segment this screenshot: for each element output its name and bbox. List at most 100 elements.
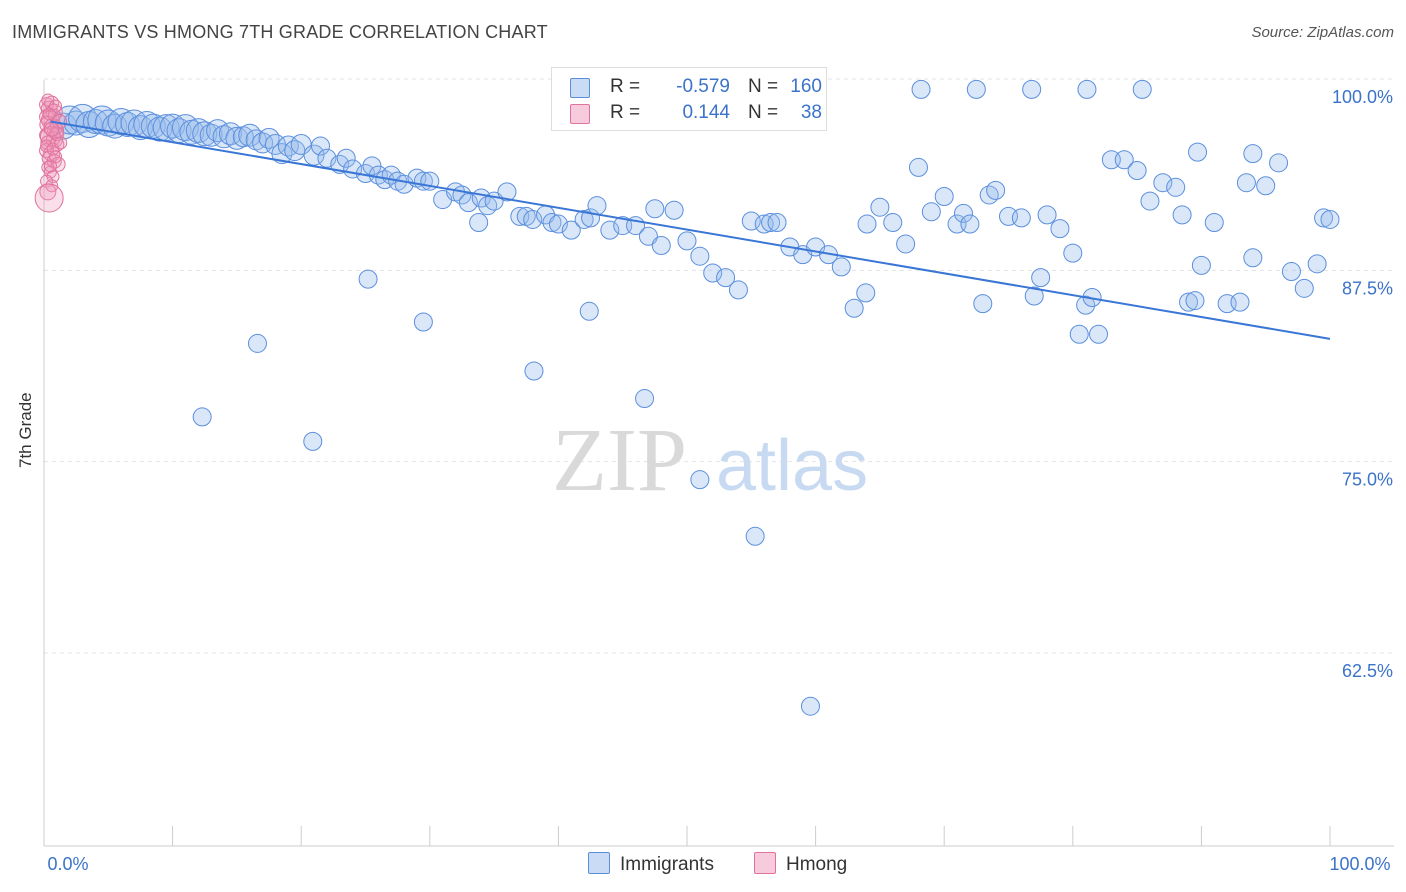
data-point-immigrants [857,214,877,234]
data-point-hmong [34,183,64,213]
legend-immigrants-swatch [588,852,610,874]
data-point-immigrants [690,470,710,490]
hmong-points [34,93,68,213]
data-point-immigrants [1320,209,1340,229]
axes [43,80,1394,847]
data-point-immigrants [574,209,594,229]
source-label: Source: ZipAtlas.com [1251,24,1394,41]
data-point-immigrants [703,263,723,283]
data-point-immigrants [469,213,489,233]
data-point-immigrants [310,136,330,156]
n-value: 160 [790,76,822,97]
data-point-immigrants [883,213,903,233]
data-point-immigrants [690,246,710,266]
data-point-immigrants [1127,160,1147,180]
data-point-immigrants [600,220,620,240]
gridlines [44,78,1394,654]
data-point-immigrants [1191,255,1211,275]
data-point-immigrants [741,211,761,231]
n-label: N = [748,102,779,123]
data-point-immigrants [1294,278,1314,298]
watermark-zip: ZIP [552,411,687,510]
data-point-immigrants [1114,150,1134,170]
stats-row-immigrants: R = -0.579 N = 160 [570,76,822,100]
data-point-hmong [40,139,54,153]
data-point-immigrants [921,202,941,222]
data-point-immigrants [358,269,378,289]
data-point-immigrants [1166,177,1186,197]
trend-line [50,120,1331,340]
y-tick-label: 87.5% [1342,278,1393,298]
data-point-hmong [44,121,60,137]
data-point-immigrants [1204,213,1224,233]
data-point-immigrants [638,226,658,246]
data-point-immigrants [645,199,665,219]
y-tick-label: 100.0% [1332,87,1393,107]
y-tick-label: 62.5% [1342,661,1393,681]
immigrants-points [49,79,1340,716]
data-point-immigrants [185,118,211,144]
data-point-immigrants [1172,205,1192,225]
stats-legend: R = -0.579 N = 160 R = 0.144 N = 38 [551,67,827,131]
n-label: N = [748,76,779,97]
r-value: -0.579 [676,76,730,97]
data-point-immigrants [1077,79,1097,99]
data-point-immigrants [1011,208,1031,228]
data-point-immigrants [728,280,748,300]
data-point-hmong [54,136,68,150]
chart-title: IMMIGRANTS VS HMONG 7TH GRADE CORRELATIO… [12,22,548,42]
data-point-immigrants [1024,286,1044,306]
data-point-immigrants [1281,261,1301,281]
data-point-immigrants [831,257,851,277]
data-point-immigrants [1140,191,1160,211]
data-point-immigrants [542,213,562,233]
data-point-immigrants [199,123,223,147]
data-point-immigrants [579,301,599,321]
immigrants-trend-line [50,120,1331,340]
data-point-immigrants [664,200,684,220]
legend-immigrants[interactable]: Immigrants [588,852,714,876]
data-point-immigrants [1188,142,1208,162]
data-point-immigrants [1037,205,1057,225]
data-point-immigrants [1243,144,1263,164]
data-point-immigrants [212,125,236,149]
data-point-immigrants [1050,219,1070,239]
data-point-immigrants [953,203,973,223]
data-point-immigrants [1230,292,1250,312]
data-point-immigrants [856,283,876,303]
r-value: 0.144 [682,102,730,123]
data-point-immigrants [510,206,530,226]
data-point-immigrants [767,213,787,233]
watermark: ZIP atlas [552,411,868,510]
data-point-immigrants [1256,176,1276,196]
stats-row-hmong: R = 0.144 N = 38 [570,102,822,126]
data-point-immigrants [192,407,212,427]
legend-hmong[interactable]: Hmong [754,852,847,876]
data-point-immigrants [800,696,820,716]
hmong-swatch [570,104,590,124]
data-point-immigrants [844,298,864,318]
data-point-immigrants [218,122,242,146]
data-point-immigrants [986,180,1006,200]
data-point-immigrants [336,148,356,168]
r-label: R = [610,76,641,97]
data-point-immigrants [458,193,478,213]
data-point-immigrants [1132,79,1152,99]
data-point-immigrants [524,361,544,381]
data-point-immigrants [497,182,517,202]
tick-labels: 100.0% 87.5% 75.0% 62.5% 0.0% 100.0% [47,87,1393,874]
data-point-immigrants [258,127,280,149]
data-point-immigrants [1153,173,1173,193]
data-point-immigrants [1031,268,1051,288]
legend-immigrants-label: Immigrants [620,854,714,875]
data-point-immigrants [1314,208,1334,228]
data-point-immigrants [1236,173,1256,193]
data-point-immigrants [870,197,890,217]
data-point-immigrants [362,156,382,176]
data-point-immigrants [303,144,325,166]
data-point-immigrants [523,209,543,229]
data-point-immigrants [1089,324,1109,344]
data-point-immigrants [908,157,928,177]
data-point-hmong [42,107,56,121]
